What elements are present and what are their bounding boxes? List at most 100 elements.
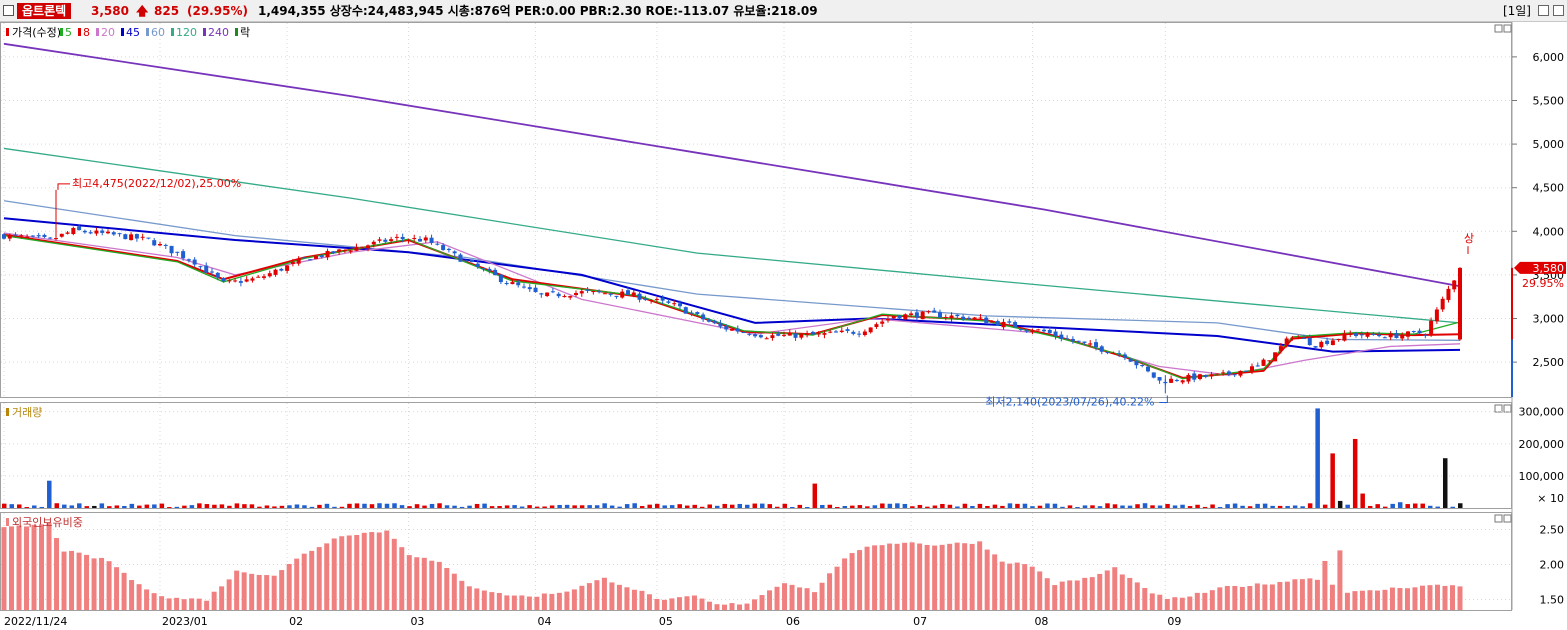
candle: [706, 319, 711, 322]
foreign-bar: [774, 586, 780, 610]
stock-chart: 2,5003,0003,5004,0004,5005,0005,5006,000…: [0, 22, 1566, 628]
foreign-bar: [1194, 592, 1200, 610]
restore-icon[interactable]: [1538, 5, 1549, 16]
candle: [1411, 331, 1416, 333]
volume-bar: [122, 505, 127, 508]
volume-tick-label: 300,000: [1519, 406, 1565, 419]
minimize-icon[interactable]: [1494, 404, 1503, 413]
candle: [59, 233, 64, 237]
volume-bar: [1217, 507, 1223, 508]
foreign-bar: [579, 585, 585, 610]
foreign-bar: [564, 591, 570, 610]
legend-ma-120: 120: [176, 26, 197, 39]
foreign-bar: [902, 542, 908, 610]
candle: [527, 287, 532, 290]
candle: [1348, 333, 1353, 335]
x-tick-label: 2022/11/24: [4, 615, 67, 628]
stock-name-badge[interactable]: 옵트론텍: [17, 3, 72, 19]
candle: [735, 328, 740, 332]
foreign-bar: [181, 599, 187, 610]
foreign-bar: [1089, 577, 1095, 610]
volume-bar: [32, 505, 37, 508]
candle: [504, 283, 509, 285]
volume-bar: [917, 504, 923, 508]
foreign-bar: [782, 583, 788, 610]
close-icon[interactable]: [1553, 5, 1564, 16]
close-icon[interactable]: [1503, 404, 1512, 413]
candle: [568, 296, 573, 298]
candle: [262, 276, 266, 278]
minimize-icon[interactable]: [1494, 24, 1503, 33]
volume-bar: [1015, 503, 1020, 508]
foreign-bar: [384, 530, 390, 610]
foreign-bar: [526, 596, 532, 610]
foreign-bar: [1052, 585, 1058, 610]
foreign-bar: [324, 543, 330, 610]
foreign-bar: [1374, 590, 1380, 610]
legend-swatch: [96, 28, 99, 36]
foreign-bar: [992, 554, 998, 610]
volume-bar: [1307, 503, 1313, 508]
minimize-icon[interactable]: [1494, 514, 1503, 523]
volume-bar: [842, 506, 848, 508]
volume-bar: [219, 504, 225, 508]
candle: [857, 333, 862, 335]
foreign-bar: [226, 579, 232, 610]
legend-swatch: [235, 28, 238, 36]
foreign-bar: [819, 582, 825, 610]
candle: [1417, 330, 1422, 334]
candle: [724, 326, 729, 330]
candle: [30, 235, 35, 237]
foreign-bar: [1307, 578, 1313, 610]
volume-bar: [910, 506, 915, 508]
foreign-bar: [827, 573, 833, 610]
close-icon[interactable]: [1503, 514, 1512, 523]
candle: [446, 248, 451, 251]
volume-bar: [1187, 506, 1193, 508]
candle: [2, 234, 6, 239]
candle: [233, 280, 238, 282]
foreign-bar: [301, 553, 307, 610]
x-tick-label: 09: [1167, 615, 1181, 628]
x-tick-label: 05: [659, 615, 673, 628]
candle: [1452, 280, 1457, 290]
volume-bar: [932, 505, 938, 508]
candle: [360, 246, 365, 248]
candle: [1371, 333, 1376, 335]
candle: [493, 269, 498, 276]
candle: [626, 290, 630, 295]
candle: [539, 293, 544, 295]
foreign-bar: [346, 535, 352, 610]
candle: [1215, 373, 1220, 375]
foreign-bar: [91, 558, 97, 610]
candle: [1221, 372, 1226, 374]
foreign-bar: [714, 604, 720, 610]
price-tick-label: 2,500: [1533, 356, 1565, 369]
foreign-legend-swatch: [6, 518, 9, 526]
candle: [660, 297, 665, 301]
foreign-bar: [519, 595, 525, 610]
volume-bar: [1322, 504, 1328, 508]
volume-bar: [1172, 505, 1178, 508]
price-change: 825: [154, 4, 180, 18]
foreign-bar: [759, 595, 765, 610]
close-icon[interactable]: [1503, 24, 1512, 33]
foreign-bar: [1449, 585, 1455, 610]
foreign-bar: [121, 572, 127, 610]
volume-bar: [722, 503, 727, 508]
foreign-bar: [24, 526, 30, 610]
volume-bar: [84, 506, 90, 508]
candle: [909, 313, 914, 315]
foreign-bar: [286, 564, 292, 610]
volume-bar: [1285, 505, 1290, 508]
candle: [689, 312, 694, 314]
volume-bar: [827, 504, 833, 508]
volume-bar: [302, 505, 307, 508]
foreign-bar: [669, 598, 675, 610]
candle: [932, 310, 937, 313]
foreign-bar: [1202, 592, 1208, 610]
candle: [1065, 338, 1070, 340]
period-selector[interactable]: [1일]: [1502, 4, 1531, 18]
select-checkbox[interactable]: [3, 5, 14, 16]
candle: [389, 239, 394, 242]
